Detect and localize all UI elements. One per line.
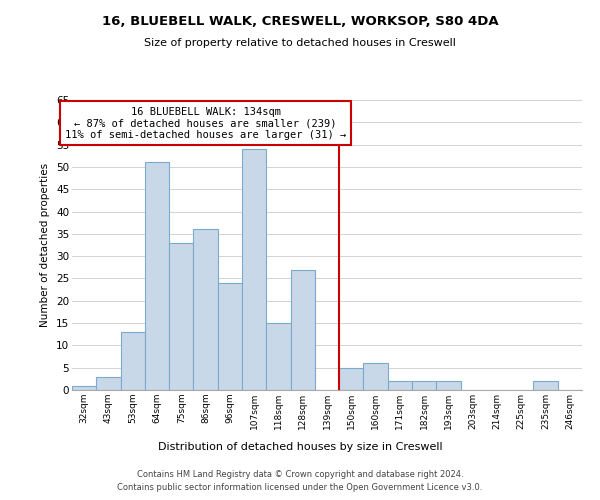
Bar bbox=[145, 162, 169, 390]
Y-axis label: Number of detached properties: Number of detached properties bbox=[40, 163, 50, 327]
Text: Contains public sector information licensed under the Open Government Licence v3: Contains public sector information licen… bbox=[118, 484, 482, 492]
Text: 16 BLUEBELL WALK: 134sqm
← 87% of detached houses are smaller (239)
11% of semi-: 16 BLUEBELL WALK: 134sqm ← 87% of detach… bbox=[65, 106, 346, 140]
Text: Contains HM Land Registry data © Crown copyright and database right 2024.: Contains HM Land Registry data © Crown c… bbox=[137, 470, 463, 479]
Bar bbox=[388, 381, 412, 390]
Bar bbox=[72, 386, 96, 390]
Bar bbox=[290, 270, 315, 390]
Text: 16, BLUEBELL WALK, CRESWELL, WORKSOP, S80 4DA: 16, BLUEBELL WALK, CRESWELL, WORKSOP, S8… bbox=[101, 15, 499, 28]
Bar bbox=[218, 283, 242, 390]
Bar bbox=[364, 363, 388, 390]
Bar bbox=[436, 381, 461, 390]
Bar bbox=[193, 230, 218, 390]
Bar bbox=[169, 243, 193, 390]
Bar bbox=[533, 381, 558, 390]
Bar bbox=[96, 376, 121, 390]
Bar bbox=[266, 323, 290, 390]
Bar bbox=[412, 381, 436, 390]
Bar bbox=[339, 368, 364, 390]
Bar bbox=[121, 332, 145, 390]
Text: Distribution of detached houses by size in Creswell: Distribution of detached houses by size … bbox=[158, 442, 442, 452]
Text: Size of property relative to detached houses in Creswell: Size of property relative to detached ho… bbox=[144, 38, 456, 48]
Bar bbox=[242, 149, 266, 390]
